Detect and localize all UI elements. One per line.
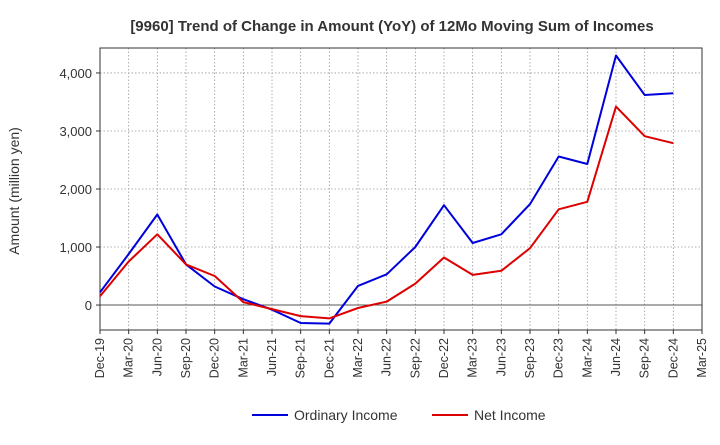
x-tick-label: Dec-22 xyxy=(437,338,451,378)
y-tick-label: 2,000 xyxy=(59,182,92,197)
x-tick-label: Mar-21 xyxy=(236,338,250,378)
x-tick-label: Mar-22 xyxy=(351,338,365,378)
x-tick-label: Mar-24 xyxy=(580,338,594,378)
x-tick-label: Sep-22 xyxy=(408,338,422,378)
x-tick-label: Dec-23 xyxy=(552,338,566,378)
legend-label: Ordinary Income xyxy=(294,407,398,423)
x-tick-label: Dec-24 xyxy=(666,338,680,378)
y-tick-label: 4,000 xyxy=(59,66,92,81)
y-tick-label: 3,000 xyxy=(59,124,92,139)
x-tick-label: Mar-23 xyxy=(466,338,480,378)
series-line-ordinary-income xyxy=(99,54,674,325)
legend-label: Net Income xyxy=(474,407,546,423)
x-tick-label: Jun-23 xyxy=(494,338,508,376)
y-axis: 0 1,000 2,000 3,000 4,000 xyxy=(59,66,100,313)
x-tick-label: Dec-20 xyxy=(208,338,222,378)
x-tick-label: Jun-20 xyxy=(150,338,164,376)
legend-item: Ordinary Income xyxy=(252,407,398,423)
x-axis: Dec-19 Mar-20 Jun-20 Sep-20 Dec-20 Mar-21 Jun-… xyxy=(93,330,709,378)
legend: Ordinary Income Net Income xyxy=(252,407,546,423)
x-tick-label: Sep-21 xyxy=(294,338,308,378)
y-tick-label: 0 xyxy=(85,298,92,313)
y-tick-label: 1,000 xyxy=(59,240,92,255)
series-line-net-income xyxy=(99,105,674,320)
series-lines xyxy=(99,54,674,325)
x-tick-label: Mar-20 xyxy=(122,338,136,378)
x-tick-label: Jun-22 xyxy=(380,338,394,376)
x-tick-label: Sep-20 xyxy=(179,338,193,378)
chart-title: [9960] Trend of Change in Amount (YoY) o… xyxy=(130,18,653,35)
x-tick-label: Jun-21 xyxy=(265,338,279,376)
x-tick-label: Sep-23 xyxy=(523,338,537,378)
x-tick-label: Mar-25 xyxy=(695,338,709,378)
grid xyxy=(99,48,703,330)
x-tick-label: Dec-19 xyxy=(93,338,107,378)
legend-item: Net Income xyxy=(432,407,546,423)
x-tick-label: Dec-21 xyxy=(322,338,336,378)
x-tick-label: Jun-24 xyxy=(609,338,623,376)
y-axis-label: Amount (million yen) xyxy=(6,127,22,255)
x-tick-label: Sep-24 xyxy=(638,338,652,378)
